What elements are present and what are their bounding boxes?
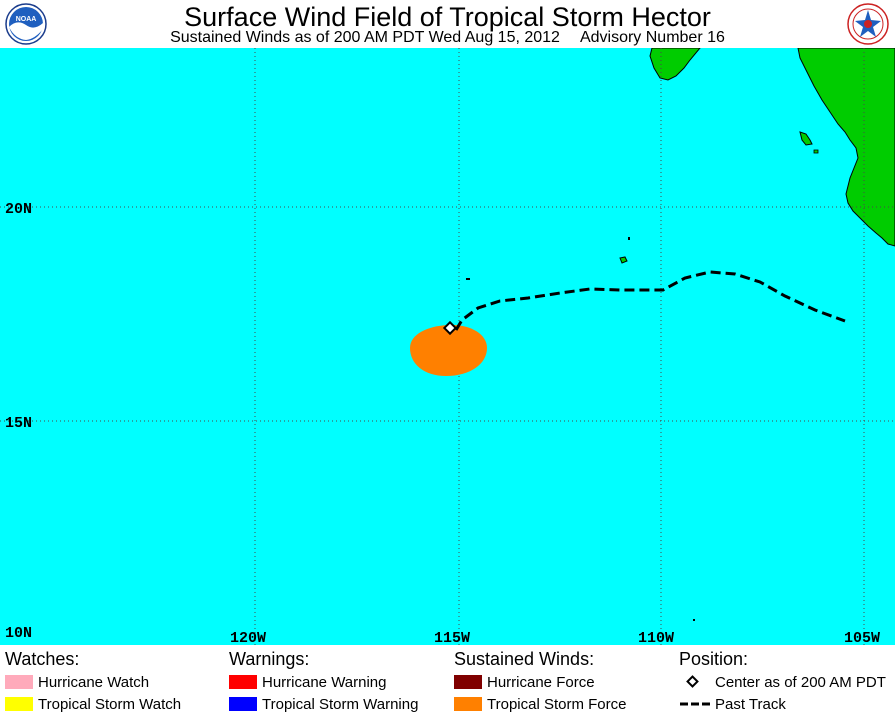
legend-warnings: Warnings: Hurricane Warning Tropical Sto…: [229, 648, 418, 715]
legend-watches-title: Watches:: [5, 649, 80, 669]
storm-center-diamond-icon: [442, 320, 458, 336]
legend-position-title: Position:: [679, 649, 749, 669]
legend: Watches: Hurricane Watch Tropical Storm …: [0, 645, 895, 716]
legend-label: Hurricane Watch: [38, 673, 150, 691]
legend-label: Tropical Storm Force: [487, 695, 627, 713]
legend-item-hurricane-force: Hurricane Force: [454, 671, 626, 693]
lat-label-10n: 10N: [5, 625, 32, 642]
legend-item-tropical-storm-warning: Tropical Storm Warning: [229, 693, 418, 715]
legend-item-hurricane-watch: Hurricane Watch: [5, 671, 181, 693]
legend-label: Past Track: [715, 695, 786, 713]
legend-item-past-track: Past Track: [679, 693, 886, 715]
legend-item-center: Center as of 200 AM PDT: [679, 671, 886, 693]
tropical-storm-warning-swatch: [229, 697, 257, 711]
noaa-logo-text: NOAA: [16, 16, 37, 23]
baja-california-land: [649, 48, 701, 81]
lat-label-20n: 20N: [5, 201, 32, 218]
legend-winds-title: Sustained Winds:: [454, 649, 595, 669]
legend-item-hurricane-warning: Hurricane Warning: [229, 671, 418, 693]
san-benedicto-island: [628, 237, 630, 240]
hurricane-force-swatch: [454, 675, 482, 689]
subtitle-advisory: Advisory Number 16: [579, 29, 725, 46]
socorro-island: [619, 256, 628, 264]
legend-label: Hurricane Warning: [262, 673, 387, 691]
legend-label: Center as of 200 AM PDT: [715, 673, 886, 691]
lat-label-15n: 15N: [5, 415, 32, 432]
legend-label: Tropical Storm Warning: [262, 695, 419, 713]
past-track-line: [454, 270, 846, 331]
clarion-island: [466, 278, 470, 280]
legend-sustained-winds: Sustained Winds: Hurricane Force Tropica…: [454, 648, 626, 715]
nws-logo-icon: [847, 3, 889, 45]
page-title: Surface Wind Field of Tropical Storm Hec…: [184, 2, 711, 32]
hurricane-watch-swatch: [5, 675, 33, 689]
wind-field-map: 20N 15N 10N 120W 115W 110W 105W: [0, 48, 895, 645]
legend-item-tropical-storm-force: Tropical Storm Force: [454, 693, 626, 715]
lon-label-105w: 105W: [844, 630, 880, 645]
legend-watches: Watches: Hurricane Watch Tropical Storm …: [5, 648, 181, 715]
noaa-logo-icon: NOAA: [5, 3, 47, 45]
mexico-mainland-land: [797, 48, 895, 247]
subtitle-valid-time: Sustained Winds as of 200 AM PDT Wed Aug…: [170, 29, 560, 46]
header: NOAA Surface Wind Field of Tropical Stor…: [0, 0, 895, 48]
diamond-icon: [686, 675, 699, 688]
lon-label-110w: 110W: [638, 630, 674, 645]
legend-label: Hurricane Force: [487, 673, 595, 691]
legend-position: Position: Center as of 200 AM PDT Past T…: [679, 648, 886, 715]
tropical-storm-force-swatch: [454, 697, 482, 711]
lon-label-115w: 115W: [434, 630, 470, 645]
legend-warnings-title: Warnings:: [229, 649, 310, 669]
clipperton-island: [693, 619, 695, 621]
dashed-line-icon: [680, 702, 710, 706]
islas-marias-island: [799, 131, 813, 146]
legend-label: Tropical Storm Watch: [38, 695, 182, 713]
small-island: [813, 149, 819, 154]
tropical-storm-watch-swatch: [5, 697, 33, 711]
legend-item-tropical-storm-watch: Tropical Storm Watch: [5, 693, 181, 715]
lon-label-120w: 120W: [230, 630, 266, 645]
hurricane-warning-swatch: [229, 675, 257, 689]
tropical-storm-force-wind-field: [410, 324, 487, 376]
page-subtitle: Sustained Winds as of 200 AM PDT Wed Aug…: [0, 29, 895, 47]
